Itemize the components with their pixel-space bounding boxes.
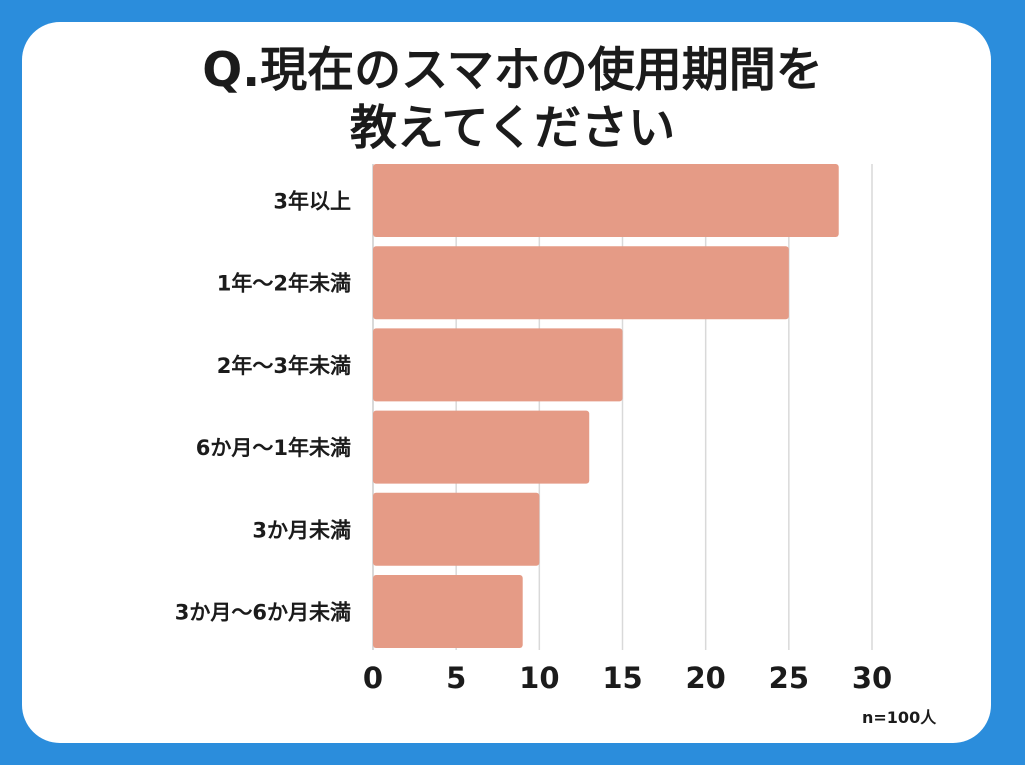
bar (373, 246, 789, 320)
x-tick-label: 15 (602, 661, 642, 695)
category-label: 1年〜2年未満 (217, 272, 351, 296)
x-tick-label: 20 (685, 661, 725, 695)
bar (373, 164, 839, 237)
bar (373, 575, 523, 648)
x-tick-label: 25 (769, 661, 809, 695)
sample-size-note: n=100人 (862, 708, 937, 727)
chart-title: Q.現在のスマホの使用期間を 教えてください (0, 42, 1025, 158)
bar (373, 328, 623, 402)
category-label: 2年〜3年未満 (217, 354, 351, 378)
x-tick-label: 10 (519, 661, 559, 695)
title-line-2: 教えてください (349, 101, 676, 156)
bars (373, 164, 839, 648)
category-label: 6か月〜1年未満 (196, 436, 351, 460)
grid-lines (372, 164, 873, 650)
x-tick-label: 5 (446, 661, 466, 695)
category-label: 3か月〜6か月未満 (175, 601, 351, 625)
category-labels: 3年以上 1年〜2年未満 2年〜3年未満 6か月〜1年未満 3か月未満 3か月〜6か月未満 (175, 190, 351, 625)
category-label: 3年以上 (273, 190, 351, 214)
category-label: 3か月未満 (252, 518, 351, 542)
x-tick-labels: 0 5 10 15 20 25 30 (363, 661, 892, 695)
bar (373, 492, 540, 566)
x-tick-label: 30 (852, 661, 892, 695)
x-tick-label: 0 (363, 661, 383, 695)
title-line-1: Q.現在のスマホの使用期間を (202, 43, 823, 98)
bar (373, 410, 590, 484)
